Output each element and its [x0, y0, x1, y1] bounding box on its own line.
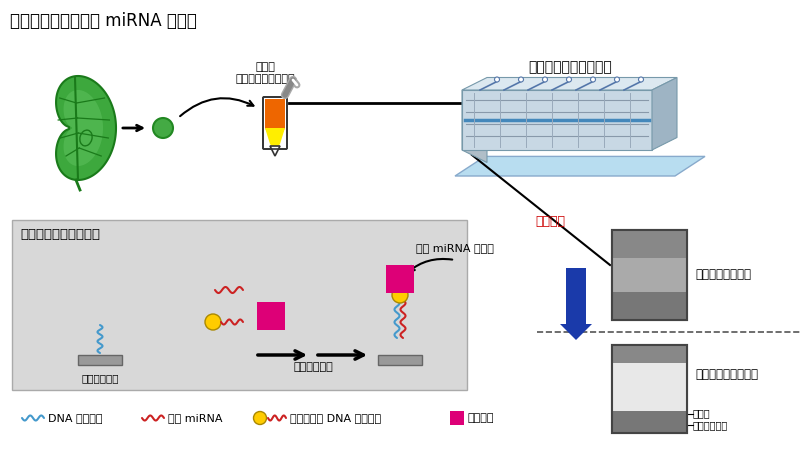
Text: サンプル導入: サンプル導入	[293, 362, 333, 372]
Polygon shape	[63, 90, 103, 166]
Circle shape	[614, 77, 619, 82]
Text: デバイス基盤: デバイス基盤	[82, 373, 118, 383]
Polygon shape	[462, 90, 652, 150]
Bar	[612, 230, 687, 320]
Circle shape	[205, 314, 221, 330]
Polygon shape	[270, 146, 280, 156]
Bar	[257, 302, 285, 330]
Circle shape	[638, 77, 643, 82]
Polygon shape	[462, 78, 677, 90]
Circle shape	[153, 118, 173, 138]
Text: ビオチン化 DNA プローブ: ビオチン化 DNA プローブ	[290, 413, 381, 423]
Text: 植物の搾汁液からの miRNA の検出: 植物の搾汁液からの miRNA の検出	[10, 12, 197, 30]
Bar	[378, 355, 422, 365]
Bar	[612, 230, 687, 320]
Text: 搾汁液
（フィルター処理）: 搾汁液 （フィルター処理）	[235, 62, 295, 84]
Polygon shape	[652, 78, 677, 150]
Text: DNA プローブ: DNA プローブ	[48, 413, 102, 423]
Text: 蛍光物質: 蛍光物質	[468, 413, 494, 423]
Bar	[78, 355, 122, 365]
Polygon shape	[56, 76, 116, 180]
Polygon shape	[455, 156, 705, 176]
Text: マイクロ流路: マイクロ流路	[693, 420, 728, 430]
FancyArrow shape	[560, 268, 592, 340]
FancyBboxPatch shape	[263, 97, 287, 149]
Bar	[612, 345, 687, 433]
Text: 標的 miRNA: 標的 miRNA	[168, 413, 222, 423]
Bar	[612, 363, 687, 411]
Bar	[612, 258, 687, 292]
Circle shape	[566, 77, 571, 82]
Circle shape	[542, 77, 547, 82]
Bar	[612, 345, 687, 363]
Text: 蛍光検出: 蛍光検出	[535, 215, 565, 228]
Text: 栄養が十分な条件: 栄養が十分な条件	[695, 269, 751, 282]
Bar	[12, 220, 467, 390]
Text: 標的 miRNA を検出: 標的 miRNA を検出	[416, 243, 494, 253]
Polygon shape	[265, 99, 285, 148]
Bar	[612, 292, 687, 320]
Text: 検出面: 検出面	[693, 408, 710, 418]
Circle shape	[392, 287, 408, 303]
Bar	[386, 265, 414, 293]
Text: リンが欠乏した条件: リンが欠乏した条件	[695, 369, 758, 382]
Polygon shape	[462, 90, 487, 163]
Circle shape	[254, 411, 266, 424]
Text: マイクロ流体デバイス: マイクロ流体デバイス	[528, 60, 612, 74]
Bar	[612, 345, 687, 433]
Polygon shape	[265, 128, 285, 150]
Circle shape	[590, 77, 595, 82]
Circle shape	[518, 77, 523, 82]
Bar	[450, 411, 464, 425]
Text: デバイス流路内の反応: デバイス流路内の反応	[20, 228, 100, 241]
Circle shape	[494, 77, 499, 82]
Bar	[612, 230, 687, 258]
Bar	[612, 411, 687, 433]
